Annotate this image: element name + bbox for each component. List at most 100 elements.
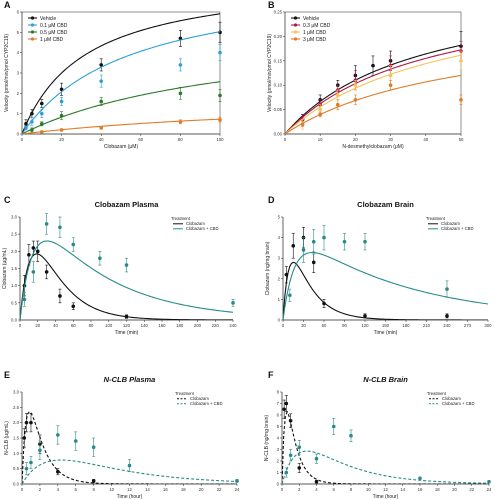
y-tick-label: 4 <box>17 50 20 55</box>
legend-label: 3 μM CBD <box>303 37 327 43</box>
y-tick-label: 7 <box>277 401 280 406</box>
legend-label: 1 μM CBD <box>303 30 327 36</box>
data-point <box>318 112 323 117</box>
y-tick-label: 3 <box>277 447 280 452</box>
y-tick-label: 0.5 <box>11 300 18 305</box>
y-tick-label: 0 <box>278 318 281 323</box>
chart-title: Clobazam Brain <box>357 200 414 209</box>
x-axis-label: N-desmethylclobazam (μM) <box>342 144 404 150</box>
data-point <box>59 87 64 92</box>
y-tick-label: 1.0 <box>13 451 20 456</box>
x-tick-label: 180 <box>402 323 410 328</box>
x-tick-label: 0 <box>281 487 284 492</box>
series-line <box>22 31 220 134</box>
legend-marker <box>30 16 35 20</box>
legend-marker <box>30 37 35 41</box>
y-tick-label: 0.10 <box>274 83 283 88</box>
legend-label: 0.1 μM CBD <box>40 23 68 29</box>
x-tick-label: 30 <box>388 137 393 142</box>
x-tick-label: 240 <box>443 323 451 328</box>
data-point <box>218 50 222 55</box>
chart-title: Clobazam Plasma <box>95 200 160 209</box>
x-tick-label: 4 <box>57 487 60 492</box>
y-tick-label: 8 <box>277 390 280 395</box>
series-line <box>282 410 489 484</box>
x-tick-label: 18 <box>435 487 440 492</box>
data-point <box>218 117 222 122</box>
data-point <box>322 235 326 240</box>
legend-title: Treatment <box>427 391 447 396</box>
x-tick-label: 8 <box>92 487 95 492</box>
data-point <box>30 128 34 132</box>
y-tick-label: 2 <box>278 276 281 281</box>
data-point <box>91 445 96 450</box>
y-axis-label: Velocity (pmol/min/pmol CYP2C19) <box>4 34 10 112</box>
legend-label: Clobazam + CBD <box>190 401 222 406</box>
data-point <box>284 401 289 406</box>
data-point <box>91 479 96 483</box>
data-point <box>445 314 449 318</box>
y-tick-label: 2.5 <box>13 405 20 410</box>
y-tick-label: 1.5 <box>13 436 20 441</box>
data-point <box>388 73 393 78</box>
x-axis-label: Time (hour) <box>373 494 399 500</box>
legend-label: 0.5 μM CBD <box>40 30 68 36</box>
x-tick-label: 0 <box>284 137 287 142</box>
data-point <box>73 439 78 443</box>
x-tick-label: 0 <box>282 323 285 328</box>
x-tick-label: 14 <box>400 487 405 492</box>
y-tick-label: 2.0 <box>11 249 18 254</box>
data-point <box>29 420 33 425</box>
data-point <box>363 314 367 318</box>
data-point <box>99 126 103 130</box>
x-tick-label: 50 <box>459 137 464 142</box>
x-tick-label: 180 <box>176 323 184 328</box>
legend-marker <box>293 37 298 41</box>
x-tick-label: 60 <box>322 323 327 328</box>
data-point <box>99 99 103 104</box>
data-point <box>38 448 42 453</box>
data-point <box>291 244 296 248</box>
data-point <box>297 466 302 470</box>
x-tick-label: 20 <box>35 323 40 328</box>
data-point <box>124 263 129 267</box>
x-tick-label: 22 <box>469 487 474 492</box>
y-tick-label: 6 <box>17 10 20 15</box>
data-point <box>178 63 183 67</box>
series-line <box>22 118 220 134</box>
x-tick-label: 20 <box>59 137 64 142</box>
series-line <box>22 81 220 134</box>
panel-letter: E <box>4 370 10 380</box>
data-point <box>231 301 235 305</box>
x-tick-label: 150 <box>382 323 390 328</box>
data-point <box>487 479 491 484</box>
y-tick-label: 1 <box>17 111 20 116</box>
data-point <box>59 113 64 118</box>
data-point <box>27 252 31 257</box>
data-point <box>58 294 62 298</box>
data-point <box>178 120 183 124</box>
series-line <box>22 410 237 484</box>
y-axis-label: N-CLB (ng/mg brain) <box>264 415 270 461</box>
data-point <box>418 476 422 481</box>
x-tick-label: 160 <box>158 323 166 328</box>
data-point <box>71 242 76 247</box>
data-point <box>284 470 289 475</box>
legend-label: Clobazam <box>190 396 209 401</box>
x-tick-label: 22 <box>217 487 222 492</box>
data-point <box>336 93 340 97</box>
y-tick-label: 0.25 <box>274 10 283 15</box>
y-tick-label: 1 <box>277 470 280 475</box>
series-line <box>282 450 489 484</box>
x-tick-label: 120 <box>361 323 369 328</box>
x-tick-label: 24 <box>235 487 240 492</box>
x-tick-label: 90 <box>342 323 347 328</box>
panel-b: B 0 10 20 30 40 50 0.00 0.05 0.10 0.15 0.20 0.25 N-de… <box>267 0 464 150</box>
y-tick-label: 0 <box>277 482 280 487</box>
x-axis-label: Time (hour) <box>117 494 143 500</box>
x-tick-label: 40 <box>99 137 104 142</box>
y-tick-label: 5 <box>277 424 280 429</box>
